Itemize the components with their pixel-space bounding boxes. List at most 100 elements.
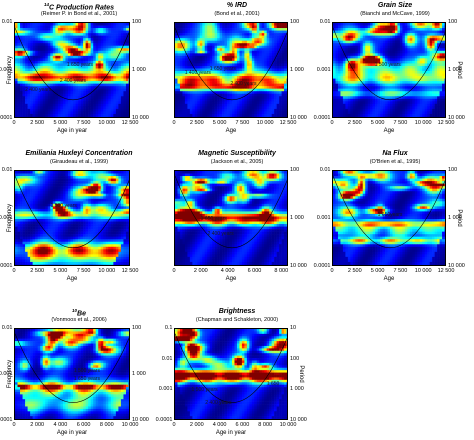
heatmap-cell — [387, 98, 391, 102]
heatmap-cell — [113, 71, 117, 74]
heatmap-cell — [184, 106, 188, 110]
heatmap-cell — [22, 96, 26, 100]
heatmap-cell — [103, 65, 107, 69]
heatmap-cell — [30, 113, 33, 117]
heatmap-cell — [224, 65, 228, 69]
heatmap-cell — [372, 86, 376, 89]
heatmap-cell — [281, 60, 285, 64]
heatmap-cell — [110, 25, 114, 29]
heatmap-cell — [276, 96, 280, 100]
heatmap-cell — [227, 91, 230, 95]
heatmap-cell — [246, 58, 250, 62]
heatmap-cell — [284, 71, 287, 74]
heatmap-cell — [70, 45, 74, 49]
heatmap-cell — [333, 65, 336, 69]
heatmap-cell — [276, 48, 280, 52]
heatmap-cell — [42, 63, 46, 67]
heatmap-cell — [100, 78, 104, 82]
heatmap-cell — [380, 25, 383, 29]
heatmap-cell — [417, 93, 421, 97]
heatmap-cell — [204, 58, 208, 62]
heatmap-cell — [32, 113, 36, 117]
heatmap-cell — [115, 65, 119, 69]
heatmap-cell — [45, 48, 49, 52]
heatmap-cell — [50, 48, 54, 52]
heatmap-cell — [35, 38, 38, 41]
heatmap-cell — [57, 111, 61, 115]
heatmap-cell — [118, 116, 122, 117]
heatmap-cell — [259, 40, 263, 44]
heatmap-cell — [281, 58, 285, 62]
heatmap-cell — [219, 116, 223, 117]
heatmap-cell — [357, 65, 361, 69]
heatmap-cell — [73, 98, 76, 102]
heatmap-cell — [30, 68, 33, 72]
heatmap-cell — [362, 55, 366, 59]
heatmap-cell — [15, 43, 18, 47]
heatmap-cell — [437, 68, 440, 72]
heatmap-cell — [377, 45, 381, 49]
heatmap-cell — [192, 45, 196, 49]
heatmap-cell — [239, 63, 243, 67]
heatmap-cell — [266, 55, 270, 59]
heatmap-cell — [214, 91, 218, 95]
heatmap-cell — [274, 68, 277, 72]
heatmap-cell — [95, 65, 99, 69]
heatmap-cell — [345, 48, 349, 52]
heatmap-cell — [244, 43, 248, 47]
heatmap-cell — [232, 63, 235, 67]
heatmap-cell — [50, 53, 54, 57]
heatmap-cell — [115, 60, 119, 64]
heatmap-cell — [224, 81, 228, 84]
heatmap-cell — [271, 65, 275, 69]
heatmap-cell — [439, 28, 443, 31]
heatmap-cell — [219, 23, 223, 26]
heatmap-cell — [249, 73, 253, 77]
heatmap-cell — [286, 50, 287, 54]
heatmap-cell — [83, 65, 86, 69]
heatmap-cell — [47, 98, 51, 102]
heatmap-cell — [67, 55, 71, 59]
heatmap-cell — [32, 58, 36, 62]
heatmap-cell — [229, 35, 233, 39]
heatmap-cell — [271, 103, 275, 107]
heatmap-cell — [286, 33, 287, 36]
heatmap-cell — [93, 45, 96, 49]
heatmap-cell — [192, 76, 196, 79]
heatmap-cell — [209, 111, 213, 115]
heatmap-cell — [375, 63, 378, 67]
heatmap-cell — [108, 116, 112, 117]
heatmap-cell — [73, 88, 76, 92]
heatmap-cell — [365, 96, 368, 100]
heatmap-cell — [40, 116, 44, 117]
heatmap-cell — [412, 35, 416, 39]
heatmap-cell — [404, 23, 408, 26]
heatmap-cell — [387, 83, 391, 87]
heatmap-cell — [60, 103, 64, 107]
heatmap-cell — [244, 81, 248, 84]
heatmap-cell — [399, 93, 403, 97]
heatmap-cell — [179, 23, 183, 26]
heatmap-cell — [118, 65, 122, 69]
heatmap-cell — [47, 103, 51, 107]
heatmap-cell — [88, 103, 91, 107]
heatmap-cell — [397, 53, 401, 57]
heatmap-cell — [40, 33, 44, 36]
heatmap-cell — [175, 23, 178, 26]
heatmap-cell — [30, 60, 33, 64]
heatmap-cell — [98, 38, 102, 41]
heatmap-cell — [232, 113, 235, 117]
heatmap-cell — [222, 71, 225, 74]
heatmap-cell — [234, 40, 238, 44]
heatmap-cell — [397, 83, 401, 87]
heatmap-cell — [352, 43, 356, 47]
heatmap-cell — [115, 93, 119, 97]
heatmap-cell — [202, 76, 206, 79]
heatmap-cell — [95, 38, 99, 41]
heatmap-cell — [182, 28, 186, 31]
heatmap-cell — [444, 23, 445, 26]
heatmap-cell — [110, 71, 114, 74]
heatmap-cell — [209, 40, 213, 44]
heatmap-cell — [239, 116, 243, 117]
heatmap-cell — [404, 35, 408, 39]
